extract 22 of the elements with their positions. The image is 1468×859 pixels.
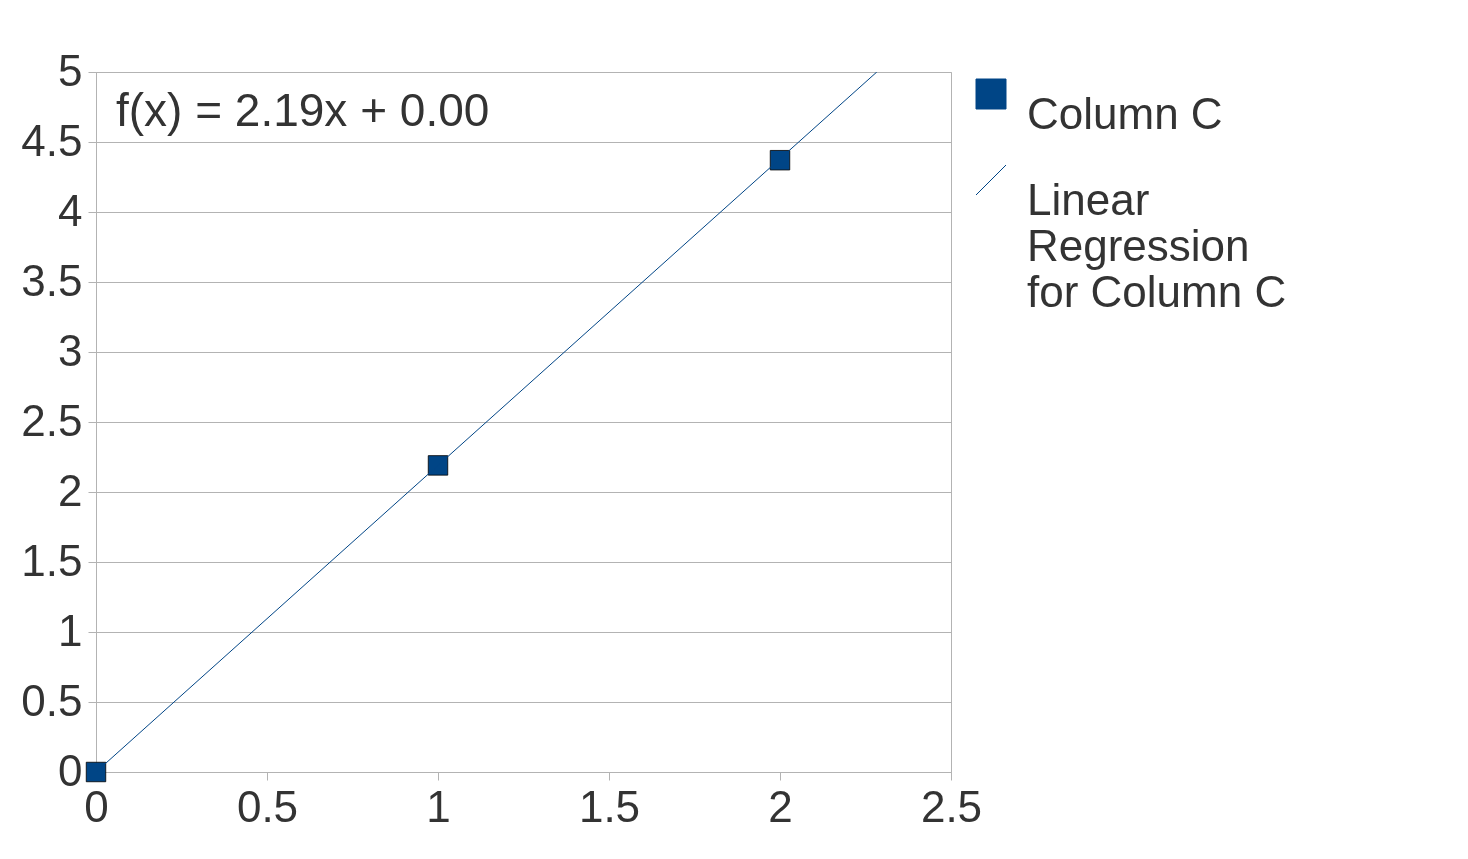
x-tick-label: 2 bbox=[768, 781, 793, 831]
point bbox=[769, 150, 791, 171]
point bbox=[427, 455, 449, 476]
x-tick-label: 1.5 bbox=[578, 781, 641, 831]
x-tick-label: 0.5 bbox=[236, 781, 299, 831]
y-tick-label: 2 bbox=[58, 465, 83, 515]
y-tick-label: 4.5 bbox=[21, 115, 83, 165]
legend-label: Column C bbox=[1027, 89, 1223, 138]
legend-label: Linear Regression for Column C bbox=[1027, 175, 1287, 316]
y-tick-label: 3 bbox=[58, 325, 83, 375]
y-tick-label: 0 bbox=[58, 745, 83, 795]
y-tick-label: 1.5 bbox=[21, 535, 83, 585]
y-tick-label: 3.5 bbox=[21, 255, 83, 305]
y-tick-label: 2.5 bbox=[21, 395, 83, 445]
y-tick-label: 5 bbox=[58, 45, 83, 95]
x-tick-label: 2.5 bbox=[920, 781, 983, 831]
annotation: f(x) = 2.19x + 0.00 bbox=[116, 84, 490, 136]
y-tick-label: 1 bbox=[58, 605, 83, 655]
x-tick-label: 1 bbox=[426, 781, 451, 831]
y-tick-label: 0.5 bbox=[21, 675, 83, 725]
point bbox=[85, 761, 107, 783]
y-tick-label: 4 bbox=[58, 185, 83, 235]
